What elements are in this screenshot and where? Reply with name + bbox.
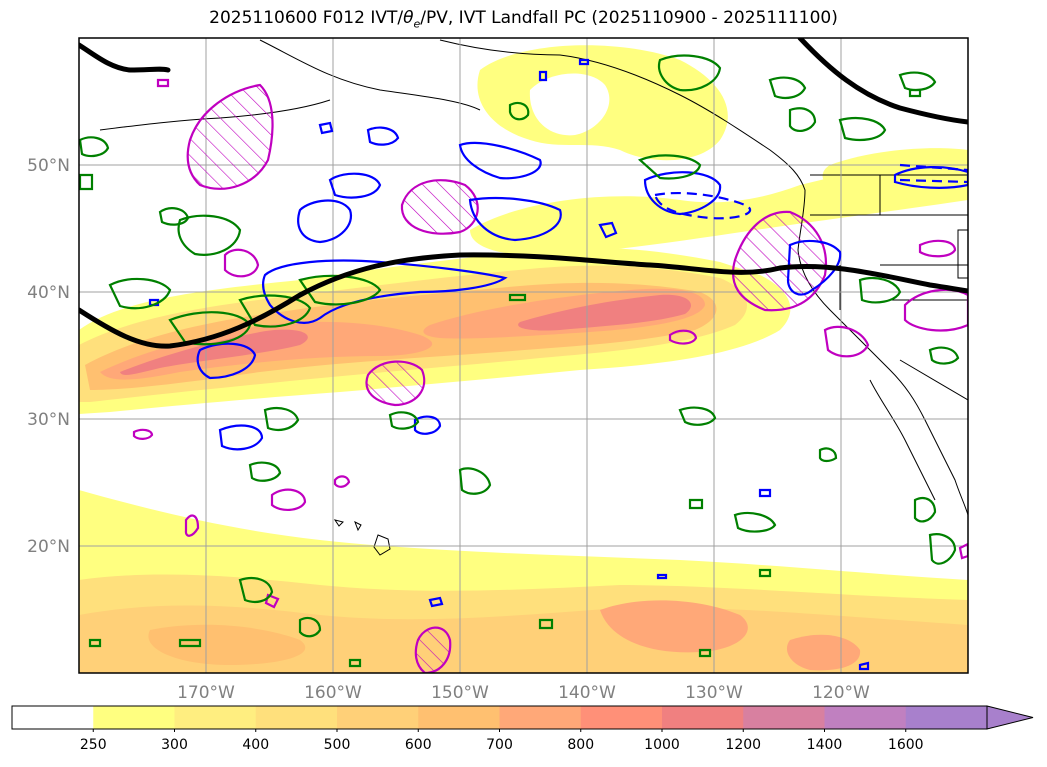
ivt-shading <box>79 45 968 673</box>
lon-label-160w: 160°W <box>304 683 362 703</box>
lat-label-20: 20°N <box>27 537 70 557</box>
lon-label-120w: 120°W <box>812 683 870 703</box>
colorbar-label: 500 <box>324 737 351 753</box>
pv-hatched-regions <box>186 83 828 673</box>
ivt-south-500-c <box>148 624 306 665</box>
colorbar-segment <box>824 706 907 729</box>
colorbar-label: 800 <box>567 737 594 753</box>
pv-region-4 <box>365 360 426 407</box>
pv-region-1 <box>186 83 274 190</box>
lat-label-40: 40°N <box>27 283 70 303</box>
colorbar-segment <box>174 706 257 729</box>
colorbar-label: 700 <box>486 737 513 753</box>
hawaii-islands <box>333 519 391 556</box>
colorbar-segment <box>337 706 419 729</box>
colorbar-label: 400 <box>242 737 269 753</box>
colorbar-label: 1200 <box>725 737 761 753</box>
colorbar-segment <box>255 706 338 729</box>
pv-magenta-contours <box>132 78 968 609</box>
ivt-north-hole <box>529 73 610 136</box>
colorbar: 250 300 400 500 600 700 800 1000 1200 1400 1600 <box>11 705 1034 753</box>
ivt-band-800-east <box>518 294 692 331</box>
pv-blue-contours <box>148 58 968 671</box>
colorbar-label: 300 <box>161 737 188 753</box>
pv-region-3 <box>731 210 828 312</box>
ivt-ne-patch <box>822 148 968 190</box>
colorbar-segment <box>662 706 744 729</box>
pv-region-2 <box>400 179 479 235</box>
ivt-band-800-west <box>120 329 308 375</box>
pv-blue-dashed <box>653 163 968 220</box>
colorbar-segment <box>499 706 582 729</box>
colorbar-segment <box>12 706 94 729</box>
ivt-south-600-b <box>786 634 861 671</box>
landfall-pc-line <box>79 38 968 349</box>
lon-label-150w: 150°W <box>431 683 489 703</box>
colorbar-segment <box>580 706 663 729</box>
lat-label-30: 30°N <box>27 410 70 430</box>
lat-label-50: 50°N <box>27 156 70 176</box>
colorbar-segment <box>93 706 175 729</box>
colorbar-label: 600 <box>405 737 432 753</box>
colorbar-label: 1000 <box>644 737 680 753</box>
colorbar-segment <box>743 706 825 729</box>
lon-label-130w: 130°W <box>685 683 743 703</box>
pv-region-5 <box>414 626 452 673</box>
colorbar-segment <box>418 706 500 729</box>
colorbar-label: 1400 <box>807 737 843 753</box>
ivt-south-600-a <box>600 600 748 653</box>
colorbar-label: 1600 <box>888 737 924 753</box>
lon-label-170w: 170°W <box>177 683 235 703</box>
map-title: 2025110600 F012 IVT/θe/PV, IVT Landfall … <box>209 8 838 31</box>
colorbar-segment <box>905 706 988 729</box>
colorbar-label: 250 <box>80 737 107 753</box>
plot-frame <box>78 37 969 674</box>
colorbar-extend-arrow <box>986 705 1034 730</box>
theta-e-contours <box>79 54 960 668</box>
lon-label-140w: 140°W <box>558 683 616 703</box>
